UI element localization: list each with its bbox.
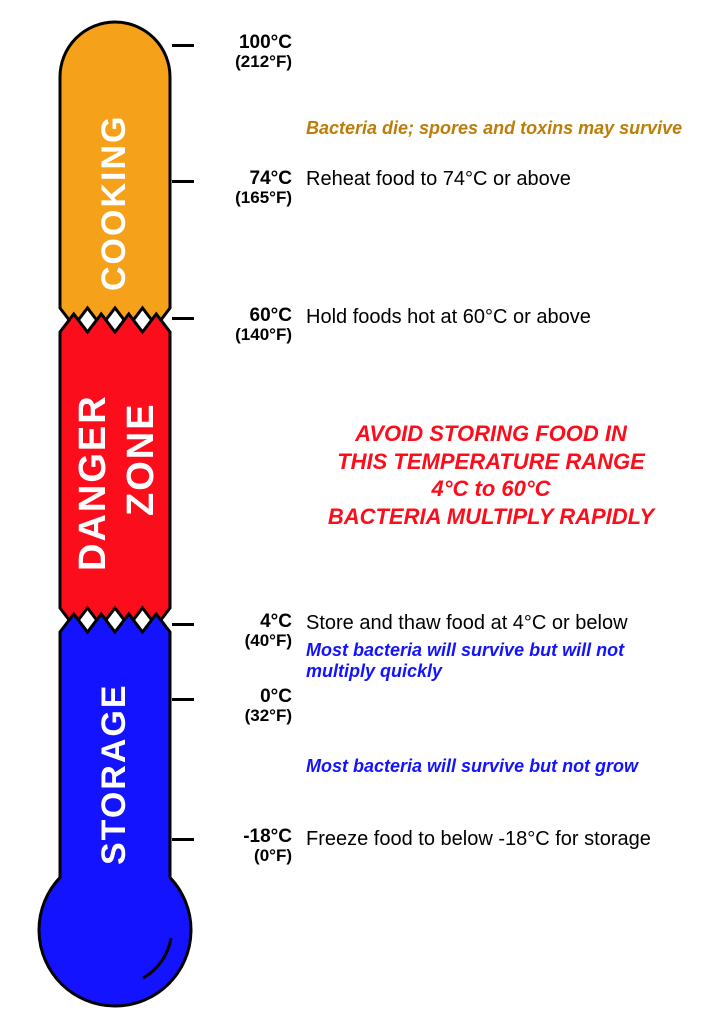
tick-label-t74: 74°C(165°F) [210, 169, 292, 207]
tick-label-t4: 4°C(40°F) [210, 612, 292, 650]
tick-t0 [172, 698, 194, 701]
desc-d-store-thaw: Store and thaw food at 4°C or below [306, 612, 628, 635]
desc-d-hold-hot: Hold foods hot at 60°C or above [306, 306, 591, 329]
danger-label-1: DANGER [72, 345, 115, 571]
desc-d-reheat: Reheat food to 74°C or above [306, 168, 571, 191]
tick-label-t0: 0°C(32°F) [210, 687, 292, 725]
tick-t60 [172, 317, 194, 320]
cooking-label: COOKING [95, 55, 134, 291]
tick-t4 [172, 623, 194, 626]
danger-zone-warning: AVOID STORING FOOD INTHIS TEMPERATURE RA… [306, 420, 676, 530]
tick-label-tm18: -18°C(0°F) [210, 827, 292, 865]
desc-d-bacteria-die: Bacteria die; spores and toxins may surv… [306, 118, 682, 139]
desc-d-survive-grow: Most bacteria will survive but not grow [306, 756, 638, 777]
tick-t74 [172, 180, 194, 183]
tick-t100 [172, 44, 194, 47]
tick-tm18 [172, 838, 194, 841]
desc-d-survive-mult: Most bacteria will survive but will not … [306, 640, 696, 682]
tick-label-t60: 60°C(140°F) [210, 306, 292, 344]
desc-d-freeze: Freeze food to below -18°C for storage [306, 828, 651, 851]
storage-label: STORAGE [95, 650, 134, 865]
danger-label-2: ZONE [120, 400, 163, 516]
tick-label-t100: 100°C(212°F) [210, 33, 292, 71]
